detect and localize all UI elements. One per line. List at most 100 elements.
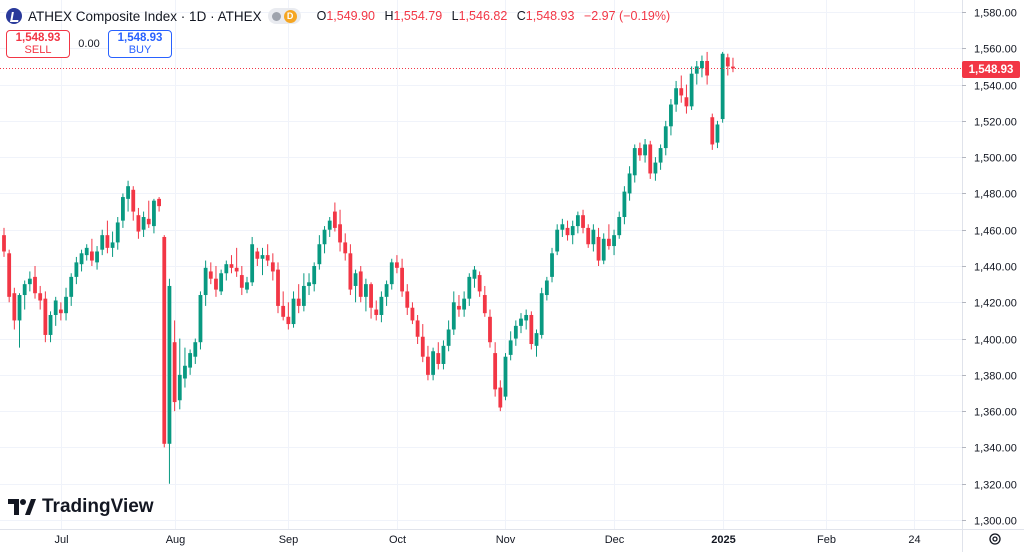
candle-up	[22, 280, 27, 310]
candle-up	[74, 256, 79, 285]
candle-down	[482, 285, 487, 317]
candle-down	[12, 287, 17, 330]
candle-body	[410, 307, 415, 321]
candle-body	[100, 235, 105, 250]
candle-up	[700, 55, 704, 78]
candle-body	[69, 276, 74, 297]
candle-up	[715, 120, 720, 149]
candle-down	[33, 266, 37, 299]
candle-body	[89, 251, 94, 261]
change-value: −2.97 (−0.19%)	[583, 9, 671, 23]
candle-down	[725, 53, 730, 76]
chart-grid	[0, 0, 962, 529]
candle-up	[250, 236, 255, 286]
candle-body	[234, 267, 239, 272]
candle-up	[441, 340, 446, 370]
candle-up	[550, 247, 554, 283]
ohlc-values: O1,549.90 H1,554.79 L1,546.82 C1,548.93 …	[317, 9, 677, 23]
price-tick-label: 1,300.00	[974, 516, 1017, 528]
candle-body	[43, 298, 48, 335]
time-tick-label: Feb	[817, 534, 836, 546]
candle-down	[374, 300, 379, 321]
candle-down	[477, 271, 482, 297]
candle-body	[38, 293, 43, 301]
candle-body	[115, 222, 120, 243]
candle-up	[291, 291, 296, 328]
candle-down	[146, 200, 151, 228]
candle-up	[364, 278, 368, 312]
candle-down	[265, 244, 270, 266]
eye-icon	[271, 11, 281, 21]
candle-body	[141, 217, 146, 230]
candle-up	[307, 273, 311, 296]
candle-body	[405, 291, 410, 308]
candlestick-series	[2, 51, 735, 484]
candle-up	[69, 273, 74, 306]
candle-body	[632, 148, 637, 176]
candle-down	[565, 220, 570, 241]
candle-body	[581, 215, 585, 228]
candle-down	[731, 57, 735, 73]
candle-body	[389, 262, 394, 285]
dividend-badge[interactable]: D	[283, 9, 297, 23]
candle-up	[663, 120, 668, 156]
candle-down	[332, 202, 337, 232]
candle-body	[488, 316, 492, 343]
candle-body	[312, 266, 317, 285]
candle-body	[493, 353, 498, 390]
indicator-toggle[interactable]: D	[267, 8, 301, 24]
candle-body	[596, 236, 601, 261]
candle-body	[436, 353, 441, 364]
symbol-title[interactable]: ATHEX Composite Index · 1D · ATHEX	[28, 8, 262, 24]
candle-body	[12, 293, 17, 321]
candle-body	[48, 314, 53, 335]
candle-body	[638, 148, 642, 156]
candle-body	[451, 302, 456, 330]
candle-down	[162, 235, 167, 448]
close-value: 1,548.93	[525, 9, 575, 23]
candle-body	[307, 282, 311, 286]
symbol-logo-icon	[6, 8, 22, 24]
candle-body	[95, 251, 99, 263]
candle-up	[17, 293, 22, 348]
candle-up	[317, 235, 322, 270]
candle-down	[214, 266, 218, 297]
tradingview-logo[interactable]: TradingView	[8, 496, 154, 518]
buy-button[interactable]: 1,548.93 BUY	[108, 30, 172, 58]
price-tick-label: 1,520.00	[974, 117, 1017, 129]
candle-body	[224, 264, 229, 274]
candle-body	[374, 309, 379, 315]
candle-up	[327, 217, 332, 237]
candle-body	[575, 215, 580, 227]
candle-body	[674, 88, 678, 105]
candle-down	[426, 345, 430, 381]
candle-up	[389, 258, 394, 290]
candle-up	[245, 276, 249, 294]
sell-button[interactable]: 1,548.93 SELL	[6, 30, 70, 58]
price-axis[interactable]: 1,300.00 1,320.00 1,340.00 1,360.00 1,380.00…	[962, 0, 1017, 552]
candle-body	[131, 189, 136, 212]
price-tick-label: 1,340.00	[974, 443, 1017, 455]
candle-down	[420, 324, 425, 363]
candle-up	[446, 320, 451, 352]
candle-down	[436, 342, 441, 370]
candle-body	[462, 298, 467, 310]
candle-body	[239, 275, 244, 288]
candle-body	[121, 197, 125, 221]
time-axis[interactable]: Jul Aug Sep Oct Nov Dec 2025 Feb 24	[0, 529, 1024, 547]
candle-body	[203, 267, 208, 296]
candle-up	[384, 280, 389, 306]
candle-body	[700, 60, 704, 69]
candle-body	[255, 251, 260, 259]
candle-body	[725, 57, 730, 67]
candle-down	[410, 302, 415, 325]
candle-up	[451, 291, 456, 335]
candle-body	[519, 318, 523, 326]
chart-header: ATHEX Composite Index · 1D · ATHEX D O1,…	[6, 6, 676, 26]
candle-up	[198, 291, 203, 350]
candle-body	[560, 224, 565, 230]
candle-down	[234, 247, 239, 277]
candle-body	[27, 278, 32, 285]
gear-icon[interactable]	[988, 532, 1002, 546]
